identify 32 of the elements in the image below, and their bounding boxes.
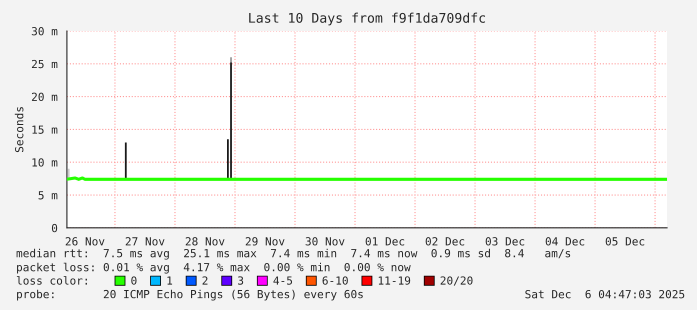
y-tick-label: 25 m [32,60,58,68]
x-tick-label: 30 Nov [306,237,345,246]
text: median rtt: 7.5 ms avg 25.1 ms max 7.4 ms min 7.4 ms now 0.9 ms sd 8.4 am/s [16,248,570,260]
y-tick-label: 15 m [32,126,58,134]
text: loss color: [16,276,87,285]
y-tick-label: 5 m [38,191,58,200]
x-tick-label: 27 Nov [126,237,164,246]
legend-label: 1 [167,276,172,285]
x-tick-label: 28 Nov [186,237,225,246]
y-tick-label: 10 m [32,158,58,167]
legend-label: 3 [238,276,244,285]
x-tick-label: 26 Nov [66,237,104,246]
text: Sat Dec 6 04:47:03 2025 [525,290,684,298]
x-tick-label: 01 Dec [366,237,404,246]
x-tick-label: 04 Dec [546,237,584,246]
legend-label: 4-5 [273,276,292,285]
chart-title: Last 10 Days from f9f1da709dfc [249,12,486,26]
y-tick-label: 0 [52,224,58,232]
x-tick-label: 03 Dec [486,237,524,246]
x-tick-label: 29 Nov [246,237,285,246]
y-tick-label: 30 m [32,27,58,36]
y-tick-label: 20 m [32,92,58,102]
legend-label: 11-19 [378,276,410,285]
legend-label: 6-10 [322,276,348,285]
y-axis-title: Seconds [14,107,24,152]
text: packet loss: 0.01 % avg 4.17 % max 0.00 % min 0.00 % now [17,262,411,274]
legend-label: 20/20 [440,276,473,286]
legend-label: 0 [131,276,137,285]
legend-label: 2 [202,276,208,285]
text: probe: 20 ICMP Echo Pings (56 Bytes) every 60s [17,290,363,301]
x-tick-label: 05 Dec [606,237,644,246]
x-tick-label: 02 Dec [426,237,464,246]
